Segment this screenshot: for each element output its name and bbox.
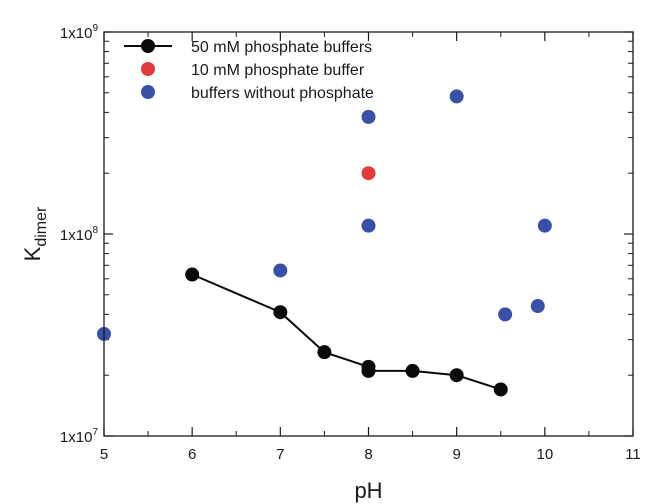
x-tick-label-5: 5: [100, 446, 108, 463]
x-tick-label-7: 7: [276, 446, 284, 463]
series-3: [97, 89, 552, 341]
legend-marker: [141, 62, 155, 76]
data-point: [317, 345, 332, 360]
x-tick-labels: 5 6 7 8 9 10 11: [100, 446, 641, 463]
x-tick-label-6: 6: [188, 446, 196, 463]
data-point: [361, 218, 376, 233]
legend-label: 10 mM phosphate buffer: [191, 62, 365, 79]
y-axis-title-main: K: [20, 246, 45, 261]
x-tick-label-11: 11: [625, 446, 641, 463]
x-tick-label-8: 8: [364, 446, 372, 463]
data-point: [361, 109, 376, 124]
data-point: [273, 305, 288, 320]
data-point: [537, 218, 552, 233]
y-axis-title: Kdimer: [20, 206, 50, 261]
data-point: [405, 363, 420, 378]
series-1: [185, 267, 508, 397]
data-point: [449, 368, 464, 383]
x-tick-label-10: 10: [536, 446, 553, 463]
y-tick-label-1e9: 1x109: [60, 23, 99, 42]
legend-label: buffers without phosphate: [191, 85, 374, 102]
y-tick-labels: 1x107 1x108 1x109: [60, 23, 99, 446]
data-point: [361, 363, 376, 378]
y-tick-label-1e7: 1x107: [60, 427, 99, 446]
data-point: [530, 299, 545, 314]
plot-data: [97, 89, 552, 397]
data-point: [185, 267, 200, 282]
y-tick-label-1e8: 1x108: [60, 225, 99, 244]
x-tick-label-9: 9: [452, 446, 460, 463]
minor-ticks: [104, 32, 633, 436]
data-point: [449, 89, 464, 104]
data-point: [493, 382, 508, 397]
data-point: [361, 166, 376, 181]
data-point: [273, 263, 288, 278]
legend-marker: [141, 85, 155, 99]
series-2: [361, 166, 376, 181]
legend-marker: [141, 39, 155, 53]
data-point: [498, 307, 513, 322]
plot-frame: [103, 31, 634, 437]
x-axis-title: pH: [354, 478, 382, 503]
y-axis-title-subscript: dimer: [33, 206, 50, 247]
legend: 50 mM phosphate buffers 10 mM phosphate b…: [124, 39, 374, 102]
legend-label: 50 mM phosphate buffers: [191, 39, 372, 56]
